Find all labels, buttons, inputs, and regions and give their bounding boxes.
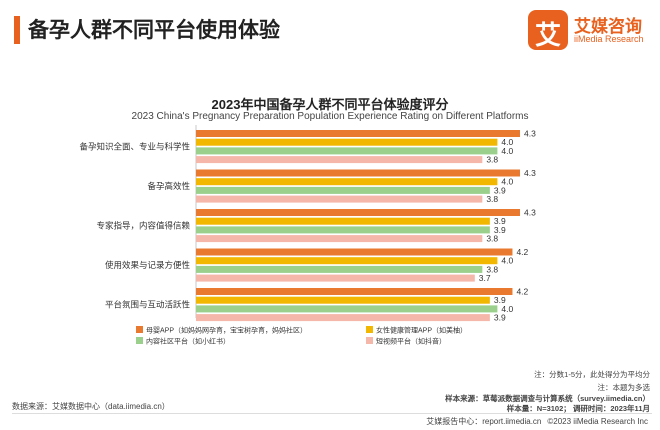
bar-value-label: 3.8 (486, 234, 498, 244)
logo-mark-char: 艾 (534, 20, 561, 50)
bar-value-label: 4.3 (524, 168, 536, 178)
bar-value-label: 3.9 (494, 313, 506, 323)
title-accent-bar (14, 16, 20, 44)
bar-value-label: 4.3 (524, 129, 536, 139)
bar-value-label: 3.8 (486, 194, 498, 204)
legend-swatch (366, 326, 373, 333)
bar-value-label: 4.0 (501, 137, 513, 147)
footer-url[interactable]: report.iimedia.cn (482, 417, 542, 426)
legend-label: 女性健康管理APP（如美柚） (376, 326, 467, 335)
chart-title: 2023年中国备孕人群不同平台体验度评分 (211, 97, 449, 112)
bar (196, 169, 520, 177)
logo-mark-icon: 艾 (528, 10, 568, 50)
bar-value-label: 3.8 (486, 155, 498, 165)
bar (196, 265, 483, 273)
note-multi-select: 注：本题为多选 (597, 383, 651, 392)
bar-value-label: 3.8 (486, 264, 498, 274)
bar-value-label: 4.0 (501, 146, 513, 156)
legend-label: 短视频平台（如抖音） (376, 337, 446, 346)
chart-subtitle: 2023 China's Pregnancy Preparation Popul… (131, 111, 529, 122)
sample-source-label: 样本来源： (445, 394, 483, 403)
legend-swatch (366, 337, 373, 344)
bar-value-label: 4.0 (501, 304, 513, 314)
footer-divider (12, 413, 652, 414)
logo-subtitle: iiMedia Research (574, 34, 644, 44)
bar-value-label: 3.9 (494, 295, 506, 305)
note-sample-size: 样本量：N=3102； 调研时间：2023年11月 (507, 403, 650, 414)
bar-value-label: 3.9 (494, 216, 506, 226)
bar (196, 195, 483, 203)
bar (196, 156, 483, 164)
category-label: 备孕知识全面、专业与科学性 (79, 142, 190, 152)
logo-name: 艾媒咨询 (574, 17, 642, 36)
legend-label: 母婴APP（如妈妈网孕育，宝宝树孕育，妈妈社区） (146, 326, 307, 335)
bar-value-label: 3.9 (494, 185, 506, 195)
sample-source-value: 草莓派数据调查与计算系统（survey.iimedia.cn） (482, 394, 650, 403)
survey-time-label: 调研时间： (572, 404, 611, 413)
iimedia-logo: 艾 艾媒咨询 iiMedia Research (528, 8, 656, 52)
bar (196, 314, 490, 322)
bar (196, 226, 490, 234)
bar (196, 257, 498, 265)
bar (196, 235, 483, 243)
bar (196, 130, 520, 137)
bar (196, 217, 490, 225)
note-score: 注：分数1-5分，此处得分为平均分 (534, 370, 650, 379)
data-source: 数据来源：艾媒数据中心（data.iimedia.cn） (12, 402, 170, 411)
legend-swatch (136, 326, 143, 333)
category-label: 平台氛围与互动活跃性 (105, 300, 191, 310)
bar-value-label: 4.3 (524, 208, 536, 218)
bar (196, 248, 513, 256)
sample-size-value: N=3102； (536, 404, 571, 413)
category-label: 使用效果与记录方便性 (105, 260, 191, 270)
bar-value-label: 3.7 (479, 273, 491, 283)
sample-size-label: 样本量： (506, 404, 537, 413)
bar (196, 288, 513, 295)
note-sample-source: 样本来源：草莓派数据调查与计算系统（survey.iimedia.cn） (445, 393, 650, 404)
bar-value-label: 3.9 (494, 225, 506, 235)
bar-value-label: 4.2 (516, 287, 528, 297)
page-title: 备孕人群不同平台使用体验 (28, 19, 280, 42)
bar-value-label: 4.0 (501, 177, 513, 187)
bar (196, 274, 475, 282)
category-label: 专家指导，内容值得信赖 (96, 221, 190, 231)
footer-copyright: ©2023 iiMedia Research Inc (547, 417, 648, 426)
legend-swatch (136, 337, 143, 344)
bar (196, 186, 490, 194)
footer-brand: 艾媒报告中心： (426, 417, 483, 426)
survey-time-value: 2023年11月 (610, 404, 650, 413)
category-label: 备孕高效性 (147, 181, 190, 191)
bar (196, 296, 490, 304)
footer: 艾媒报告中心：report.iimedia.cn ©2023 iiMedia Re… (426, 416, 648, 427)
legend-label: 内容社区平台（如小红书） (146, 337, 230, 346)
bar (196, 138, 498, 146)
bar (196, 209, 520, 216)
bar (196, 147, 498, 155)
bar-value-label: 4.0 (501, 256, 513, 266)
bar-value-label: 4.2 (516, 247, 528, 257)
bar (196, 178, 498, 186)
bar (196, 305, 498, 313)
